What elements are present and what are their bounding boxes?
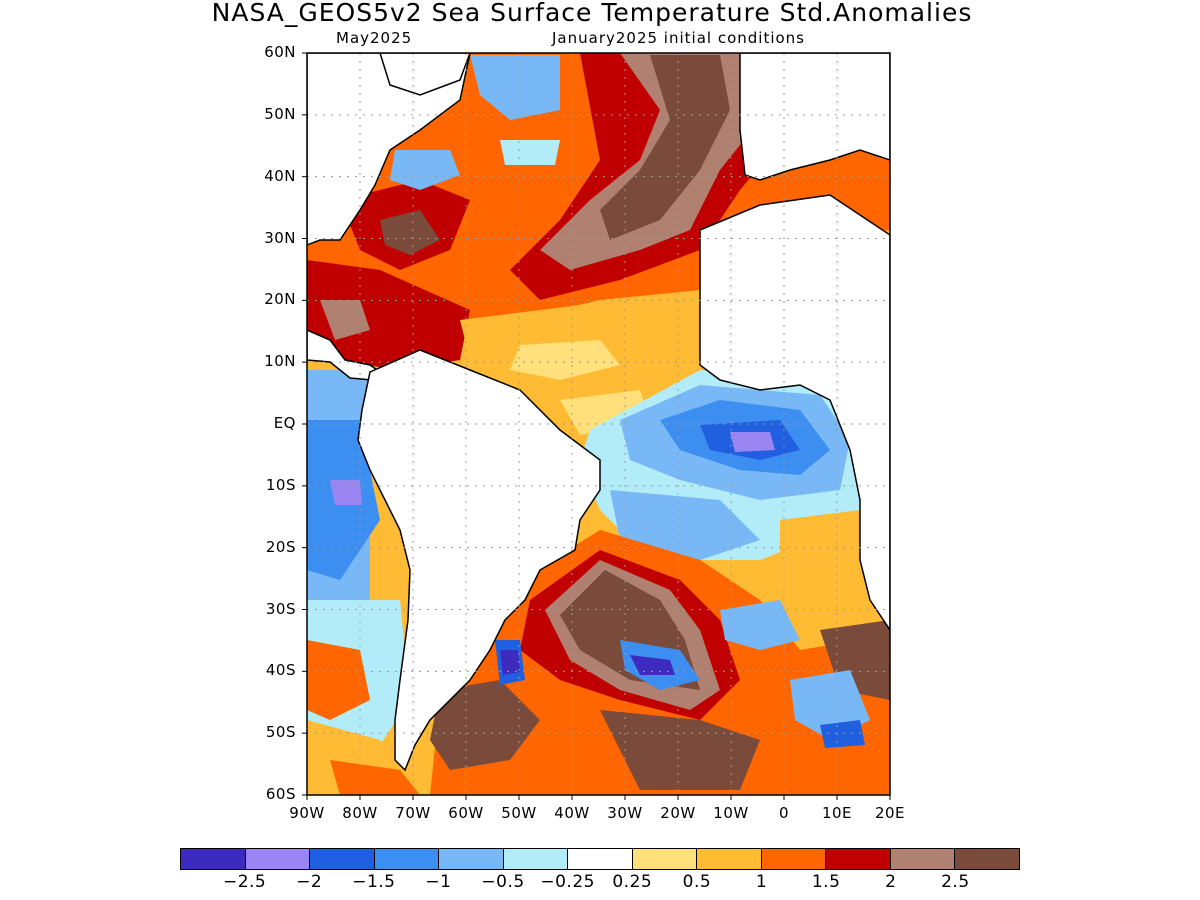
anomaly-region	[330, 760, 420, 795]
anomaly-region	[430, 680, 540, 770]
colorbar	[180, 848, 1020, 870]
anomaly-region	[630, 655, 675, 675]
latitude-label: 10N	[264, 352, 296, 371]
colorbar-swatch	[890, 849, 956, 869]
colorbar-swatch	[310, 849, 375, 869]
colorbar-swatch	[374, 849, 440, 869]
anomaly-region	[307, 640, 370, 720]
longitude-label: 50W	[501, 804, 537, 822]
longitude-label: 0	[778, 804, 790, 822]
anomaly-region	[390, 150, 460, 190]
greenland-land	[379, 53, 471, 96]
anomaly-region	[380, 210, 440, 255]
colorbar-swatch	[697, 849, 762, 869]
colorbar-label: −0.25	[540, 872, 595, 892]
latitude-label: 60N	[264, 43, 296, 61]
chart-title: NASA_GEOS5v2 Sea Surface Temperature Std…	[211, 0, 973, 27]
colorbar-swatch	[181, 849, 246, 869]
anomaly-region	[470, 55, 560, 120]
axis-ticks	[302, 52, 891, 800]
latitude-label: 50N	[264, 104, 296, 123]
anomaly-region	[820, 720, 865, 748]
colorbar-swatch	[439, 849, 504, 869]
latitude-label: 40N	[264, 166, 296, 185]
north-america-land	[307, 53, 471, 246]
latitude-label: EQ	[273, 414, 296, 432]
colorbar-label: 1	[755, 872, 768, 892]
latitude-label: 30N	[264, 228, 296, 247]
anomaly-region	[780, 510, 870, 600]
anomaly-region	[600, 710, 760, 790]
latitude-label: 60S	[265, 785, 296, 803]
colorbar-swatch	[955, 849, 1019, 869]
anomaly-region	[320, 300, 370, 340]
anomaly-region	[720, 600, 800, 650]
anomaly-region	[500, 650, 520, 675]
colorbar-label: 2	[885, 872, 897, 892]
longitude-label: 60W	[448, 804, 484, 822]
latitude-label: 40S	[265, 661, 296, 680]
anomaly-region	[500, 140, 560, 165]
anomaly-region	[730, 432, 775, 452]
colorbar-swatch	[632, 849, 698, 869]
longitude-label: 70W	[395, 804, 431, 822]
anomaly-region	[330, 480, 362, 505]
longitude-label: 80W	[342, 804, 378, 822]
south-america-land	[357, 349, 601, 772]
colorbar-swatch	[568, 849, 633, 869]
colorbar-label: −2.5	[222, 872, 267, 892]
latitude-label: 50S	[265, 723, 296, 742]
longitude-label: 20E	[874, 804, 906, 822]
colorbar-label: −1.5	[352, 872, 396, 892]
longitude-label: 10W	[713, 804, 749, 822]
latitude-label: 30S	[265, 599, 296, 618]
latitude-label: 20N	[264, 290, 296, 309]
grid-lines	[307, 53, 890, 795]
colorbar-label: −2	[296, 872, 323, 892]
anomaly-region	[307, 260, 470, 370]
colorbar-swatch	[245, 849, 311, 869]
anomaly-region	[510, 340, 620, 380]
colorbar-label: −1	[425, 872, 452, 892]
colorbar-swatch	[826, 849, 891, 869]
longitude-label: 20W	[660, 804, 696, 822]
colorbar-label: −0.5	[481, 872, 525, 892]
anomaly-region	[600, 55, 730, 240]
forecast-month: May2025	[336, 29, 413, 47]
initial-conditions: January2025 initial conditions	[552, 29, 805, 47]
latitude-label: 20S	[265, 537, 296, 556]
longitude-label: 10E	[821, 804, 853, 822]
europe-land	[739, 53, 890, 181]
colorbar-label: 1.5	[811, 872, 841, 892]
anomaly-region	[610, 490, 760, 560]
colorbar-label: 0.5	[682, 872, 712, 892]
colorbar-label: 0.25	[612, 872, 653, 892]
longitude-label: 90W	[289, 804, 325, 822]
colorbar-label: 2.5	[941, 872, 970, 892]
colorbar-swatch	[761, 849, 827, 869]
colorbar-swatch	[503, 849, 569, 869]
map-area	[307, 53, 890, 795]
latitude-label: 10S	[265, 475, 296, 494]
africa-land	[699, 194, 890, 632]
longitude-label: 30W	[607, 804, 643, 822]
longitude-label: 40W	[554, 804, 590, 822]
